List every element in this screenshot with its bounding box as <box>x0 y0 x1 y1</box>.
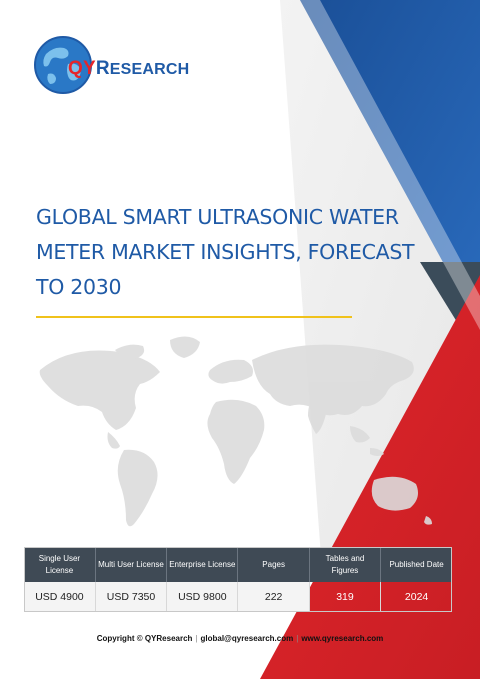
value-tables-figures: 319 <box>309 582 382 612</box>
blue-triangle <box>300 0 480 330</box>
value-multi-user: USD 7350 <box>95 582 168 612</box>
logo-r: R <box>95 58 110 79</box>
footer-separator: | <box>195 634 198 643</box>
footer-copyright: Copyright © QYResearch <box>96 634 193 643</box>
logo-q: Q <box>68 58 83 79</box>
world-map-icon <box>39 336 432 527</box>
report-info-table: Single User License Multi User License E… <box>24 547 452 612</box>
value-published-date: 2024 <box>404 591 429 603</box>
license-table: Single User License Multi User License E… <box>24 547 452 612</box>
header-enterprise: Enterprise License <box>166 547 239 582</box>
header-published-date: Published Date <box>380 547 452 582</box>
value-enterprise: USD 9800 <box>166 582 239 612</box>
qyresearch-logo: QYRESEARCH <box>28 30 198 100</box>
globe-icon <box>34 36 92 94</box>
logo-rest: ESEARCH <box>109 61 190 78</box>
footer-website[interactable]: www.qyresearch.com <box>301 634 384 643</box>
footer-email[interactable]: global@qyresearch.com <box>200 634 294 643</box>
footer-separator: | <box>296 634 299 643</box>
header-pages: Pages <box>237 547 310 582</box>
report-title: Global Smart Ultrasonic Water Meter Mark… <box>36 205 415 299</box>
title-underline <box>36 316 352 318</box>
header-tables-figures: Tables and Figures <box>309 547 382 582</box>
table-header-row: Single User License Multi User License E… <box>24 547 452 582</box>
value-pages: 222 <box>237 582 310 612</box>
white-band <box>300 0 480 330</box>
header-multi-user: Multi User License <box>95 547 168 582</box>
logo-y: Y <box>82 58 96 79</box>
footer: Copyright © QYResearch | global@qyresearch… <box>0 634 480 643</box>
header-single-user: Single User License <box>24 547 96 582</box>
logo-wordmark: QYRESEARCH <box>68 58 189 80</box>
table-row: USD 4900 USD 7350 USD 9800 222 319 2024 <box>24 582 452 612</box>
value-single-user: USD 4900 <box>24 582 96 612</box>
